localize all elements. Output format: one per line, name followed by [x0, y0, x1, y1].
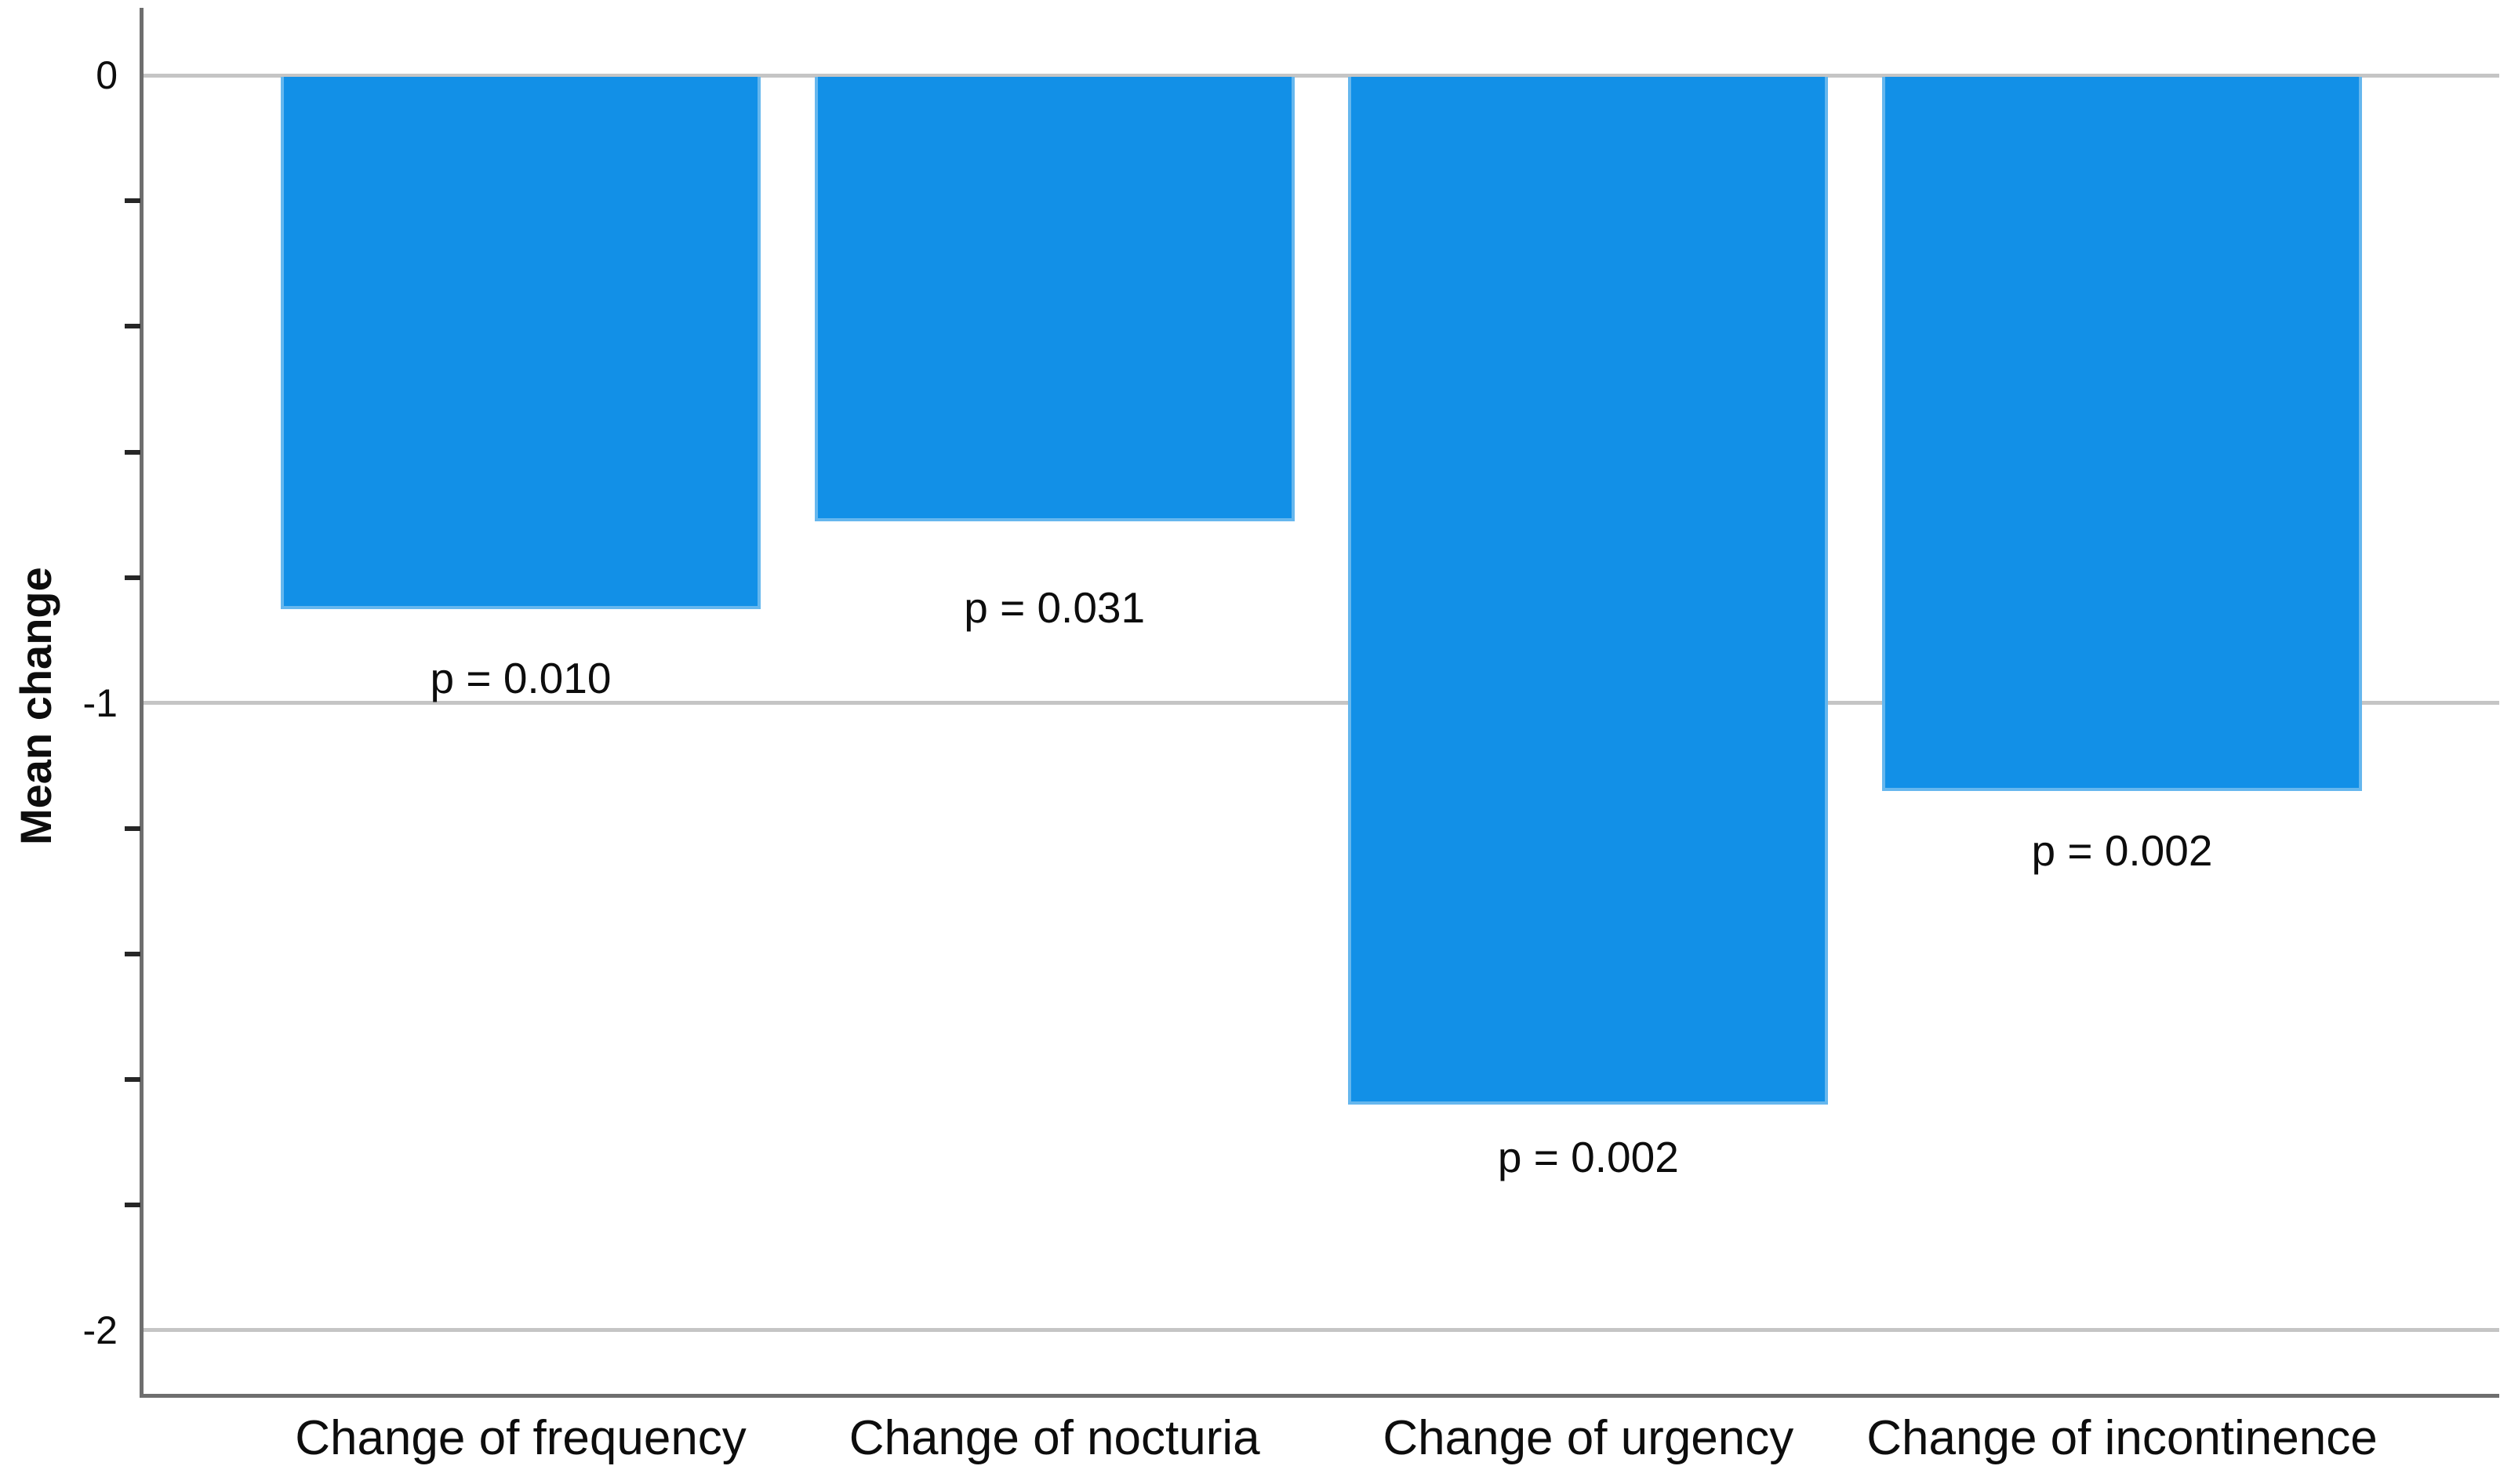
minor-tick: [125, 198, 140, 204]
category-label: Change of nocturia: [849, 1411, 1260, 1465]
bar: [1348, 77, 1829, 1105]
category-label: Change of frequency: [295, 1411, 747, 1465]
y-tick-label: 0: [96, 53, 118, 98]
category-label: Change of urgency: [1383, 1411, 1794, 1465]
y-axis-line: [140, 8, 144, 1398]
gridline: [144, 1328, 2499, 1333]
bar-p-label: p = 0.031: [964, 582, 1146, 632]
x-axis-line: [140, 1394, 2499, 1398]
minor-tick: [125, 825, 140, 831]
bar: [281, 77, 761, 609]
y-tick-label: -2: [82, 1308, 118, 1352]
minor-tick: [125, 449, 140, 455]
gridline: [144, 73, 2499, 78]
y-tick-label: -1: [82, 680, 118, 725]
bar-p-label: p = 0.002: [1497, 1132, 1679, 1181]
minor-tick: [125, 575, 140, 580]
bar-p-label: p = 0.002: [2031, 825, 2213, 875]
minor-tick: [125, 1202, 140, 1207]
bar: [814, 77, 1295, 521]
gridline: [144, 701, 2499, 706]
bar-p-label: p = 0.010: [430, 653, 612, 702]
minor-tick: [125, 324, 140, 329]
bar: [1882, 77, 2362, 791]
category-label: Change of incontinence: [1866, 1411, 2378, 1465]
plot-area: 0 -1 -2 p = 0.010 Change of frequency p = 0.0…: [83, 8, 2499, 1465]
minor-tick: [125, 1076, 140, 1082]
minor-tick: [125, 951, 140, 956]
